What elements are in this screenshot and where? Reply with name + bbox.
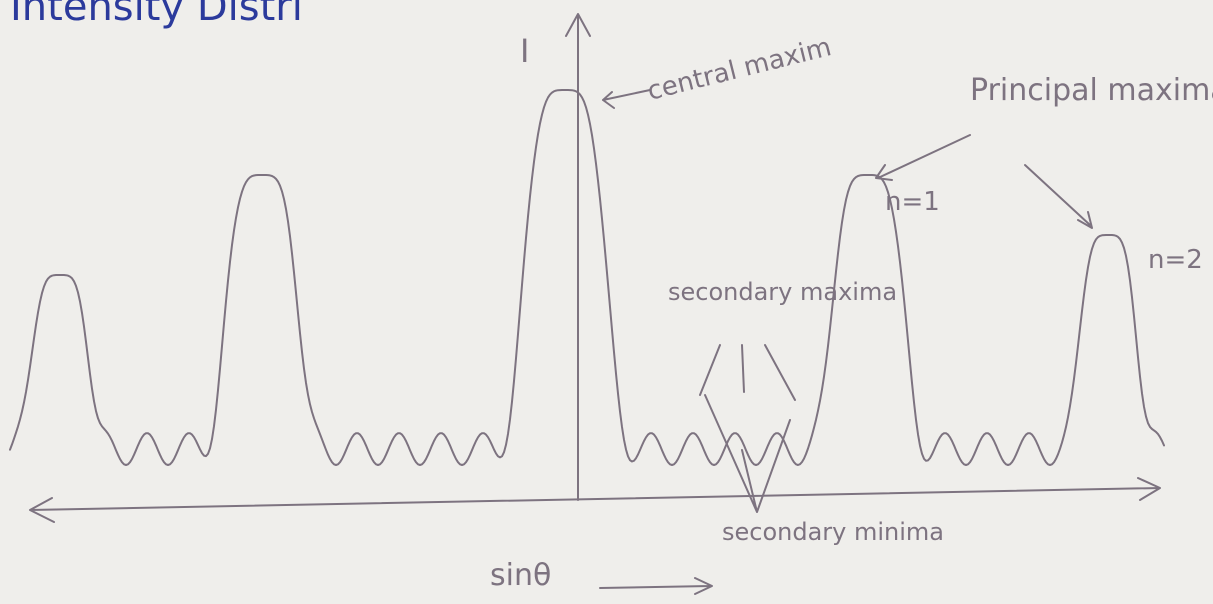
secondary-minima-label: secondary minima [722, 518, 944, 546]
n1-label: n=1 [885, 187, 940, 217]
page: Intensity Distri I sinθ central maxim Pr… [0, 0, 1213, 604]
principal-maxima-label: Principal maxima [970, 73, 1213, 108]
x-axis-label: sinθ [490, 558, 551, 593]
y-axis-label: I [520, 32, 529, 70]
secondary-maxima-label: secondary maxima [668, 278, 897, 306]
title: Intensity Distri [10, 0, 303, 30]
diagram: Intensity Distri I sinθ central maxim Pr… [0, 0, 1213, 604]
n2-label: n=2 [1148, 245, 1203, 275]
